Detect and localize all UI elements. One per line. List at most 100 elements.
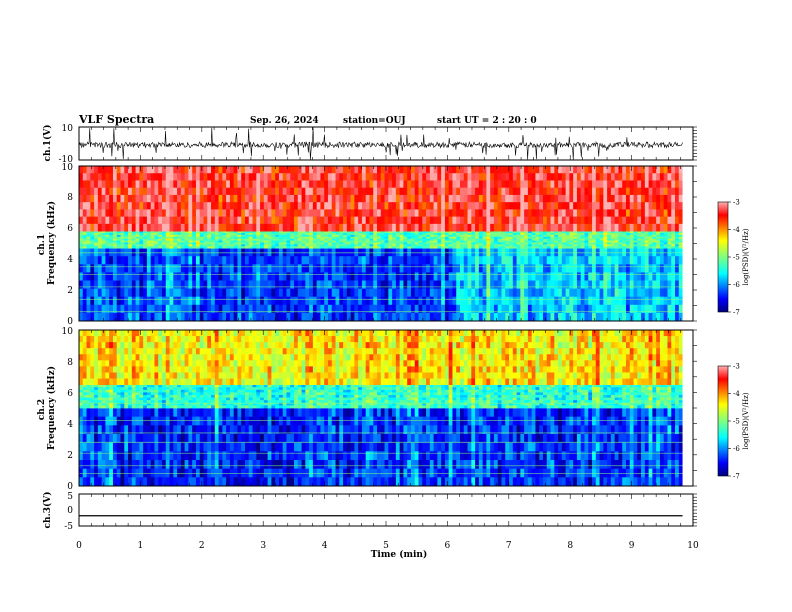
- spectrogram-cell: [629, 296, 634, 306]
- spectrogram-cell: [158, 240, 163, 243]
- spectrogram-cell: [90, 244, 95, 247]
- spectrogram-cell: [271, 312, 276, 322]
- spectrogram-cell: [188, 434, 193, 444]
- spectrogram-cell: [365, 202, 370, 210]
- ch1-waveform-panel: 10 -10 ch.1(V): [42, 124, 694, 165]
- spectrogram-cell: [648, 256, 653, 265]
- spectrogram-cell: [82, 288, 87, 298]
- spectrogram-cell: [429, 194, 434, 203]
- spectrogram-cell: [282, 209, 287, 218]
- spectrogram-cell: [614, 223, 619, 232]
- spectrogram-cell: [486, 240, 491, 243]
- spectrogram-cell: [478, 246, 484, 249]
- spectrogram-cell: [241, 209, 246, 218]
- spectrogram-cell: [475, 408, 480, 418]
- spectrogram-cell: [456, 216, 461, 225]
- spectrogram-cell: [550, 272, 555, 281]
- spectrogram-cell: [505, 256, 510, 265]
- spectrogram-cell: [388, 238, 393, 241]
- spectrogram-cell: [192, 173, 197, 181]
- spectrogram-cell: [90, 166, 95, 174]
- spectrogram-cell: [252, 180, 257, 189]
- spectrogram-cell: [248, 236, 253, 240]
- spectrogram-cell: [222, 231, 227, 234]
- spectrogram-cell: [573, 434, 578, 444]
- spectrogram-cell: [380, 166, 385, 174]
- spectrogram-cell: [312, 234, 318, 238]
- spectrogram-cell: [437, 236, 442, 240]
- spectrogram-cell: [192, 248, 197, 257]
- spectrogram-cell: [199, 173, 204, 181]
- spectrogram-cell: [648, 231, 653, 234]
- spectrogram-cell: [622, 304, 627, 314]
- spectrogram-cell: [509, 209, 514, 218]
- spectrogram-cell: [358, 248, 363, 257]
- spectrogram-cell: [324, 240, 329, 243]
- spectrogram-cell: [112, 425, 118, 435]
- spectrogram-cell: [286, 248, 291, 257]
- spectrogram-cell: [433, 236, 438, 240]
- spectrogram-cell: [158, 231, 163, 234]
- spectrogram-cell: [320, 242, 325, 245]
- spectrogram-cell: [490, 416, 495, 426]
- spectrogram-cell: [365, 223, 370, 232]
- spectrogram-cell: [173, 234, 178, 238]
- spectrogram-cell: [512, 223, 517, 232]
- spectrogram-cell: [482, 236, 487, 240]
- spectrogram-cell: [128, 238, 133, 241]
- spectrogram-cell: [403, 194, 408, 203]
- spectrogram-cell: [365, 242, 370, 245]
- spectrogram-cell: [384, 288, 389, 298]
- spectrogram-cell: [614, 242, 619, 245]
- spectrogram-cell: [180, 236, 186, 240]
- spectrogram-cell: [497, 280, 502, 290]
- spectrogram-cell: [79, 416, 84, 426]
- spectrogram-cell: [573, 240, 578, 243]
- spectrogram-cell: [392, 312, 397, 322]
- spectrogram-cell: [493, 272, 499, 281]
- spectrogram-cell: [335, 408, 340, 418]
- spectrogram-cell: [263, 231, 269, 234]
- spectrogram-cell: [633, 304, 638, 314]
- spectrogram-cell: [675, 232, 680, 236]
- spectrogram-cell: [603, 173, 608, 181]
- spectrogram-cell: [365, 312, 370, 322]
- spectrogram-cell: [471, 240, 476, 243]
- spectrogram-cell: [324, 296, 329, 306]
- spectrogram-cell: [573, 416, 578, 426]
- spectrogram-cell: [475, 202, 480, 210]
- spectrogram-cell: [663, 244, 668, 247]
- spectrogram-cell: [614, 234, 619, 238]
- spectrogram-cell: [343, 236, 348, 240]
- spectrogram-cell: [377, 248, 382, 257]
- spectrogram-cell: [260, 231, 265, 234]
- spectrogram-cell: [101, 236, 106, 240]
- spectrogram-cell: [629, 272, 634, 281]
- spectrogram-cell: [260, 425, 265, 435]
- spectrogram-cell: [105, 166, 110, 174]
- spectrogram-cell: [214, 416, 219, 426]
- spectrogram-cell: [558, 304, 563, 314]
- spectrogram-cell: [271, 416, 276, 426]
- spectrogram-cell: [418, 416, 423, 426]
- spectrogram-cell: [482, 238, 487, 241]
- spectrogram-cell: [309, 248, 314, 257]
- spectrogram-cell: [637, 244, 642, 247]
- spectrogram-cell: [520, 234, 525, 238]
- spectrogram-cell: [94, 296, 99, 306]
- spectrogram-cell: [637, 272, 642, 281]
- spectrogram-cell: [343, 264, 348, 273]
- spectrogram-cell: [128, 231, 133, 234]
- spectrogram-cell: [260, 180, 265, 189]
- spectrogram-cell: [618, 194, 623, 203]
- no-data-region: [682, 166, 693, 321]
- spectrogram-cell: [467, 240, 472, 243]
- spectrogram-cell: [595, 236, 600, 240]
- spectrogram-cell: [678, 209, 683, 218]
- spectrogram-cell: [629, 231, 634, 234]
- spectrogram-cell: [520, 280, 525, 290]
- spectrogram-cell: [667, 194, 672, 203]
- spectrogram-cell: [173, 223, 178, 232]
- spectrogram-cell: [101, 288, 106, 298]
- spectrogram-cell: [546, 234, 551, 238]
